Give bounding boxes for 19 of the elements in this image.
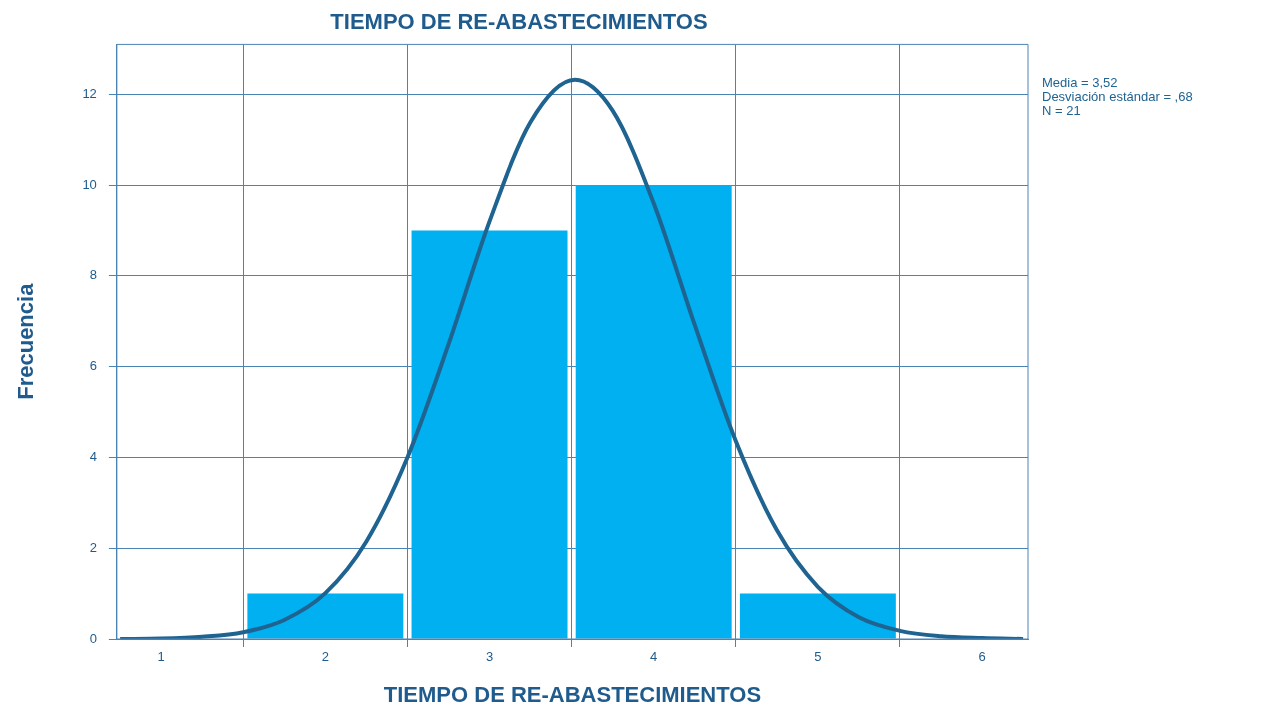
y-axis-title: Frecuencia — [13, 282, 39, 400]
y-tick-label: 12 — [82, 85, 97, 101]
y-tick-label: 8 — [89, 267, 97, 283]
x-tick-label: 2 — [321, 649, 329, 665]
text: Media = 3,52 — [1042, 75, 1119, 90]
chart-title: TIEMPO DE RE-ABASTECIMIENTOS — [330, 9, 708, 35]
x-tick-label: 4 — [650, 649, 658, 665]
x-axis-title: TIEMPO DE RE-ABASTECIMIENTOS — [383, 681, 762, 707]
text: Desviación estándar = ,68 — [1042, 89, 1193, 104]
y-tick-label: 4 — [89, 449, 97, 465]
y-tick-label: 0 — [89, 630, 97, 646]
text: N = 21 — [1042, 103, 1082, 118]
y-tick-label: 6 — [89, 358, 97, 374]
x-tick-label: 3 — [485, 649, 494, 665]
y-tick-label: 2 — [89, 539, 97, 555]
x-tick-label: 5 — [814, 649, 822, 665]
x-tick-label: 6 — [978, 649, 986, 665]
y-tick-label: 10 — [82, 176, 97, 192]
x-tick-label: 1 — [157, 649, 165, 665]
